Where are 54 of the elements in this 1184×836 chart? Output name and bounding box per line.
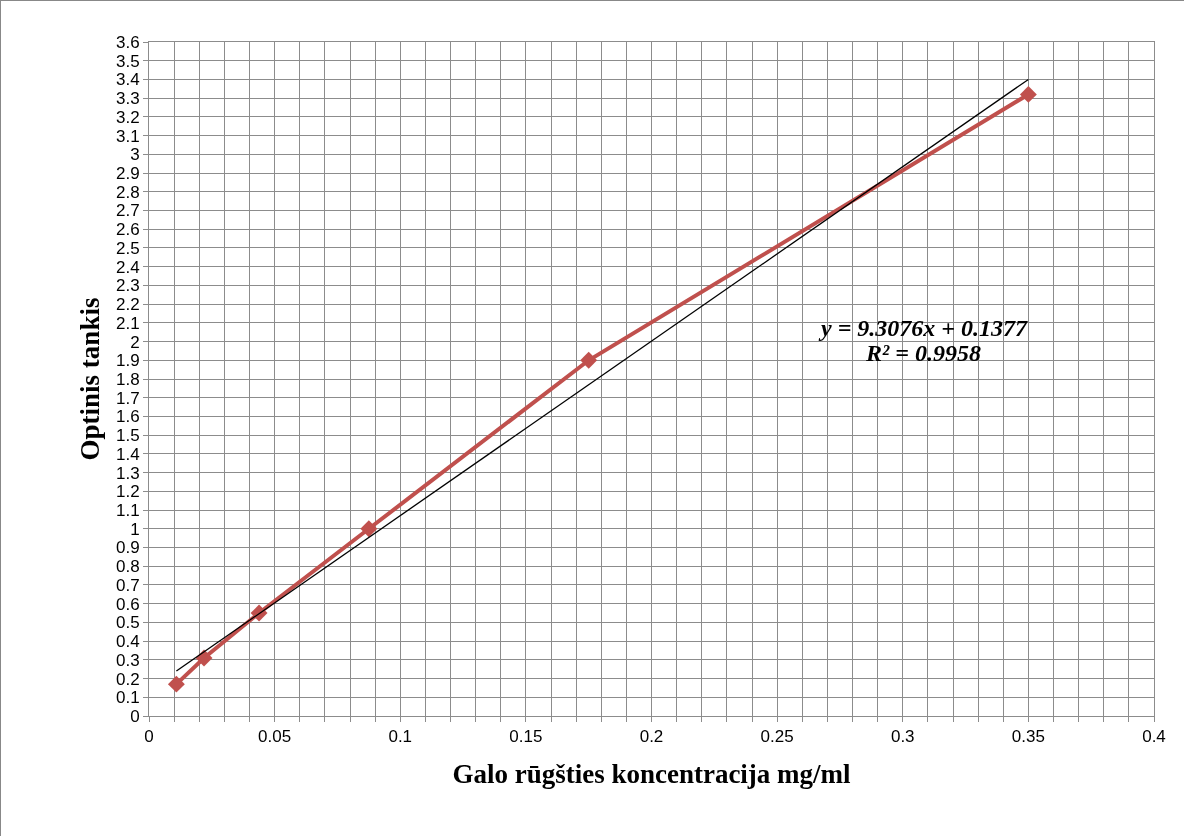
point (167, 675, 185, 693)
y-tick-label: 3.1 (115, 126, 140, 146)
y-tick-label: 0.3 (115, 650, 140, 670)
y-tick-label: 3.6 (115, 32, 140, 52)
y-tick-label: 2.1 (115, 313, 140, 333)
y-tick-label: 0.9 (115, 538, 140, 558)
y-tick-label: 0.2 (115, 669, 140, 689)
y-axis-title: Optinis tankis (75, 297, 106, 461)
y-tick-label: 0.4 (115, 632, 140, 652)
y-tick-label: 0.6 (115, 594, 140, 614)
y-tick-label: 2.9 (115, 164, 140, 184)
x-tick-label: 0.25 (760, 727, 794, 747)
y-tick-label: 2.4 (115, 257, 140, 277)
y-tick-label: 2.8 (115, 182, 140, 202)
y-tick-label: 2.5 (115, 238, 140, 258)
y-tick-label: 3 (130, 145, 140, 165)
y-tick-label: 3.3 (115, 89, 140, 109)
y-tick-label: 2.2 (115, 295, 140, 315)
y-tick-label: 3.5 (115, 51, 140, 71)
annotation: y = 9.3076x + 0.1377 (818, 315, 1028, 341)
y-tick-label: 1.2 (115, 482, 140, 502)
y-tick-label: 1.9 (115, 351, 140, 371)
y-tick-label: 0.8 (115, 557, 140, 577)
x-tick-label: 0.05 (258, 727, 292, 747)
y-tick-label: 2.7 (115, 201, 140, 221)
y-tick-label: 1.5 (115, 426, 140, 446)
y-tick-label: 2.3 (115, 276, 140, 296)
point (360, 520, 378, 538)
y-tick-label: 1 (130, 519, 140, 539)
y-tick-label: 1.1 (115, 501, 140, 521)
y-tick-label: 3.2 (115, 107, 140, 127)
x-tick-label: 0.1 (388, 727, 413, 747)
y-tick-label: 0.7 (115, 575, 140, 595)
y-tick-label: 1.4 (115, 444, 140, 464)
x-tick-label: 0.4 (1142, 727, 1166, 747)
point (580, 351, 598, 369)
y-tick-label: 0.5 (115, 613, 140, 633)
x-tick-label: 0.3 (890, 727, 915, 747)
y-tick-label: 1.7 (115, 388, 140, 408)
x-tick-label: 0.35 (1011, 727, 1045, 747)
y-tick-label: 1.6 (115, 407, 140, 427)
y-tick-label: 2.6 (115, 220, 140, 240)
y-tick-label: 1.3 (115, 463, 140, 483)
x-tick-label: 0 (144, 727, 154, 747)
y-tick-label: 1.8 (115, 369, 140, 389)
annotation: R² = 0.9958 (865, 340, 981, 366)
x-tick-label: 0.15 (509, 727, 543, 747)
y-tick-label: 2 (130, 332, 140, 352)
x-tick-label: 0.2 (639, 727, 664, 747)
y-tick-label: 0.1 (115, 688, 140, 708)
y-tick-label: 0 (130, 706, 140, 726)
y-tick-label: 3.4 (115, 70, 140, 90)
point (1019, 85, 1037, 103)
x-axis-title: Galo rūgšties koncentracija mg/ml (452, 758, 852, 789)
